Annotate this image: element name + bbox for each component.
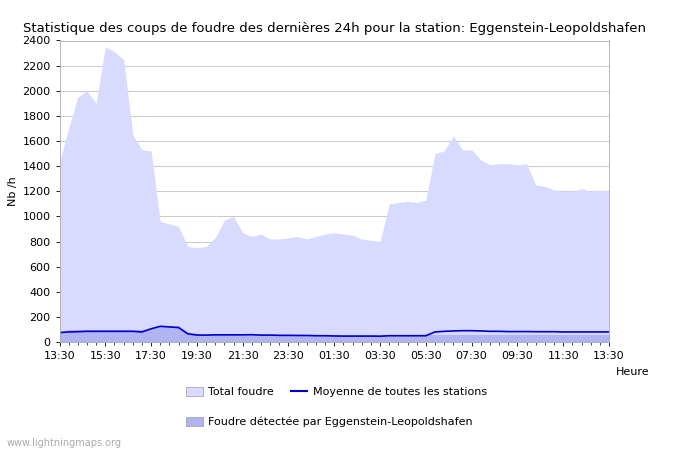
Text: www.lightningmaps.org: www.lightningmaps.org bbox=[7, 438, 122, 448]
Legend: Foudre détectée par Eggenstein-Leopoldshafen: Foudre détectée par Eggenstein-Leopoldsh… bbox=[186, 417, 472, 428]
Y-axis label: Nb /h: Nb /h bbox=[8, 176, 18, 206]
Title: Statistique des coups de foudre des dernières 24h pour la station: Eggenstein-Le: Statistique des coups de foudre des dern… bbox=[22, 22, 645, 35]
Text: Heure: Heure bbox=[616, 367, 650, 377]
